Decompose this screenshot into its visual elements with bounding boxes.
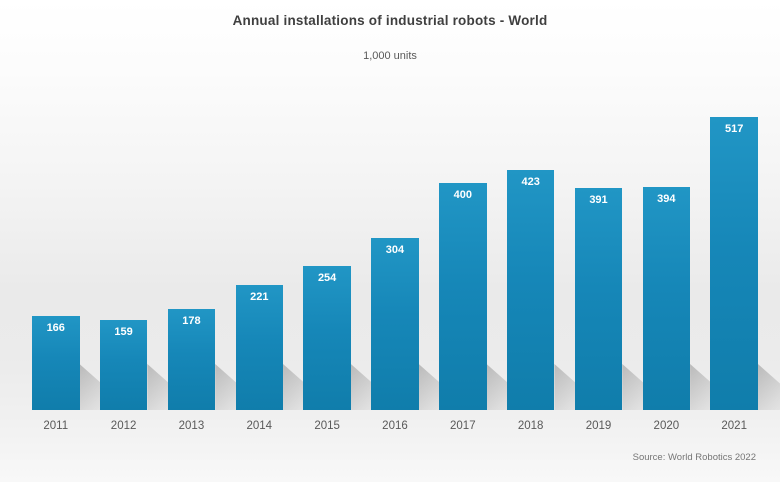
bar-group-2019: 391 2019 bbox=[574, 117, 675, 432]
x-axis-label-2018: 2018 bbox=[517, 420, 544, 432]
bar-2015: 254 bbox=[303, 266, 351, 410]
bar-value-label-2011: 166 bbox=[46, 321, 65, 334]
bar-group-2013: 178 2013 bbox=[167, 117, 268, 432]
bar-value-label-2019: 391 bbox=[589, 194, 608, 207]
bar-group-2017: 400 2017 bbox=[439, 117, 539, 432]
x-axis-label-2013: 2013 bbox=[178, 420, 205, 432]
x-axis-label-2017: 2017 bbox=[450, 420, 476, 432]
x-axis-label-2014: 2014 bbox=[246, 420, 273, 432]
bar-value-label-2018: 423 bbox=[521, 176, 540, 189]
bar-2012: 159 bbox=[99, 319, 148, 410]
x-axis-label-2021: 2021 bbox=[721, 420, 747, 432]
bar-group-2018: 423 2018 bbox=[506, 117, 607, 432]
bar-value-label-2014: 221 bbox=[250, 290, 269, 303]
bar-2011: 166 bbox=[32, 315, 80, 410]
x-axis-label-2011: 2011 bbox=[43, 420, 69, 432]
x-axis-label-2015: 2015 bbox=[314, 420, 340, 432]
bar-group-2021: 517 2021 bbox=[710, 117, 780, 432]
bar-group-2020: 394 2020 bbox=[642, 117, 743, 432]
bar-value-label-2013: 178 bbox=[182, 315, 201, 328]
x-axis-label-2016: 2016 bbox=[382, 420, 408, 432]
bar-value-label-2016: 304 bbox=[385, 243, 405, 256]
bar-group-2011: 166 2011 bbox=[32, 117, 132, 432]
chart-subtitle: 1,000 units bbox=[363, 50, 417, 62]
bar-2014: 221 bbox=[235, 284, 284, 410]
bar-value-label-2012: 159 bbox=[114, 325, 133, 338]
bar-value-label-2015: 254 bbox=[317, 272, 337, 285]
bar-group-2012: 159 2012 bbox=[99, 117, 200, 432]
bar-2016: 304 bbox=[371, 237, 419, 410]
bar-value-label-2021: 517 bbox=[725, 123, 744, 135]
bar-group-2014: 221 2014 bbox=[235, 117, 336, 432]
bar-2019: 391 bbox=[574, 188, 623, 410]
bar-value-label-2017: 400 bbox=[453, 189, 472, 202]
bar-2018: 423 bbox=[506, 170, 555, 410]
chart-title: Annual installations of industrial robot… bbox=[232, 13, 548, 28]
source-note: Source: World Robotics 2022 bbox=[632, 452, 756, 463]
x-axis-label-2019: 2019 bbox=[585, 420, 612, 432]
bar-2021: 517 bbox=[710, 117, 758, 410]
plot-area: 166 2011 159 2012 178 2013 221 2014 254 2015 304 20… bbox=[32, 117, 780, 432]
x-axis-label-2012: 2012 bbox=[110, 420, 137, 432]
bar-2020: 394 bbox=[642, 186, 691, 410]
x-axis-label-2020: 2020 bbox=[653, 420, 680, 432]
bar-group-2016: 304 2016 bbox=[371, 117, 471, 432]
bar-2017: 400 bbox=[439, 183, 487, 410]
bar-2013: 178 bbox=[167, 309, 216, 410]
bar-shadow-2021 bbox=[757, 364, 780, 410]
bar-value-label-2020: 394 bbox=[657, 192, 676, 205]
bar-group-2015: 254 2015 bbox=[303, 117, 403, 432]
